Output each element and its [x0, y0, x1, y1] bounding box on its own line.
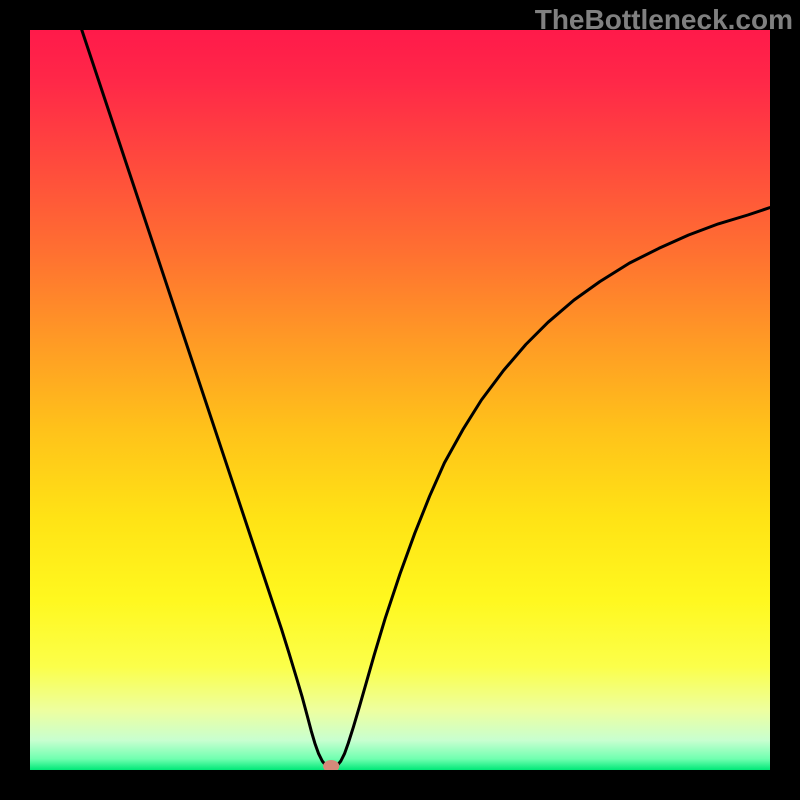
chart-svg	[30, 30, 770, 770]
watermark-text: TheBottleneck.com	[535, 4, 793, 36]
chart-background	[30, 30, 770, 770]
chart-plot-area	[30, 30, 770, 770]
